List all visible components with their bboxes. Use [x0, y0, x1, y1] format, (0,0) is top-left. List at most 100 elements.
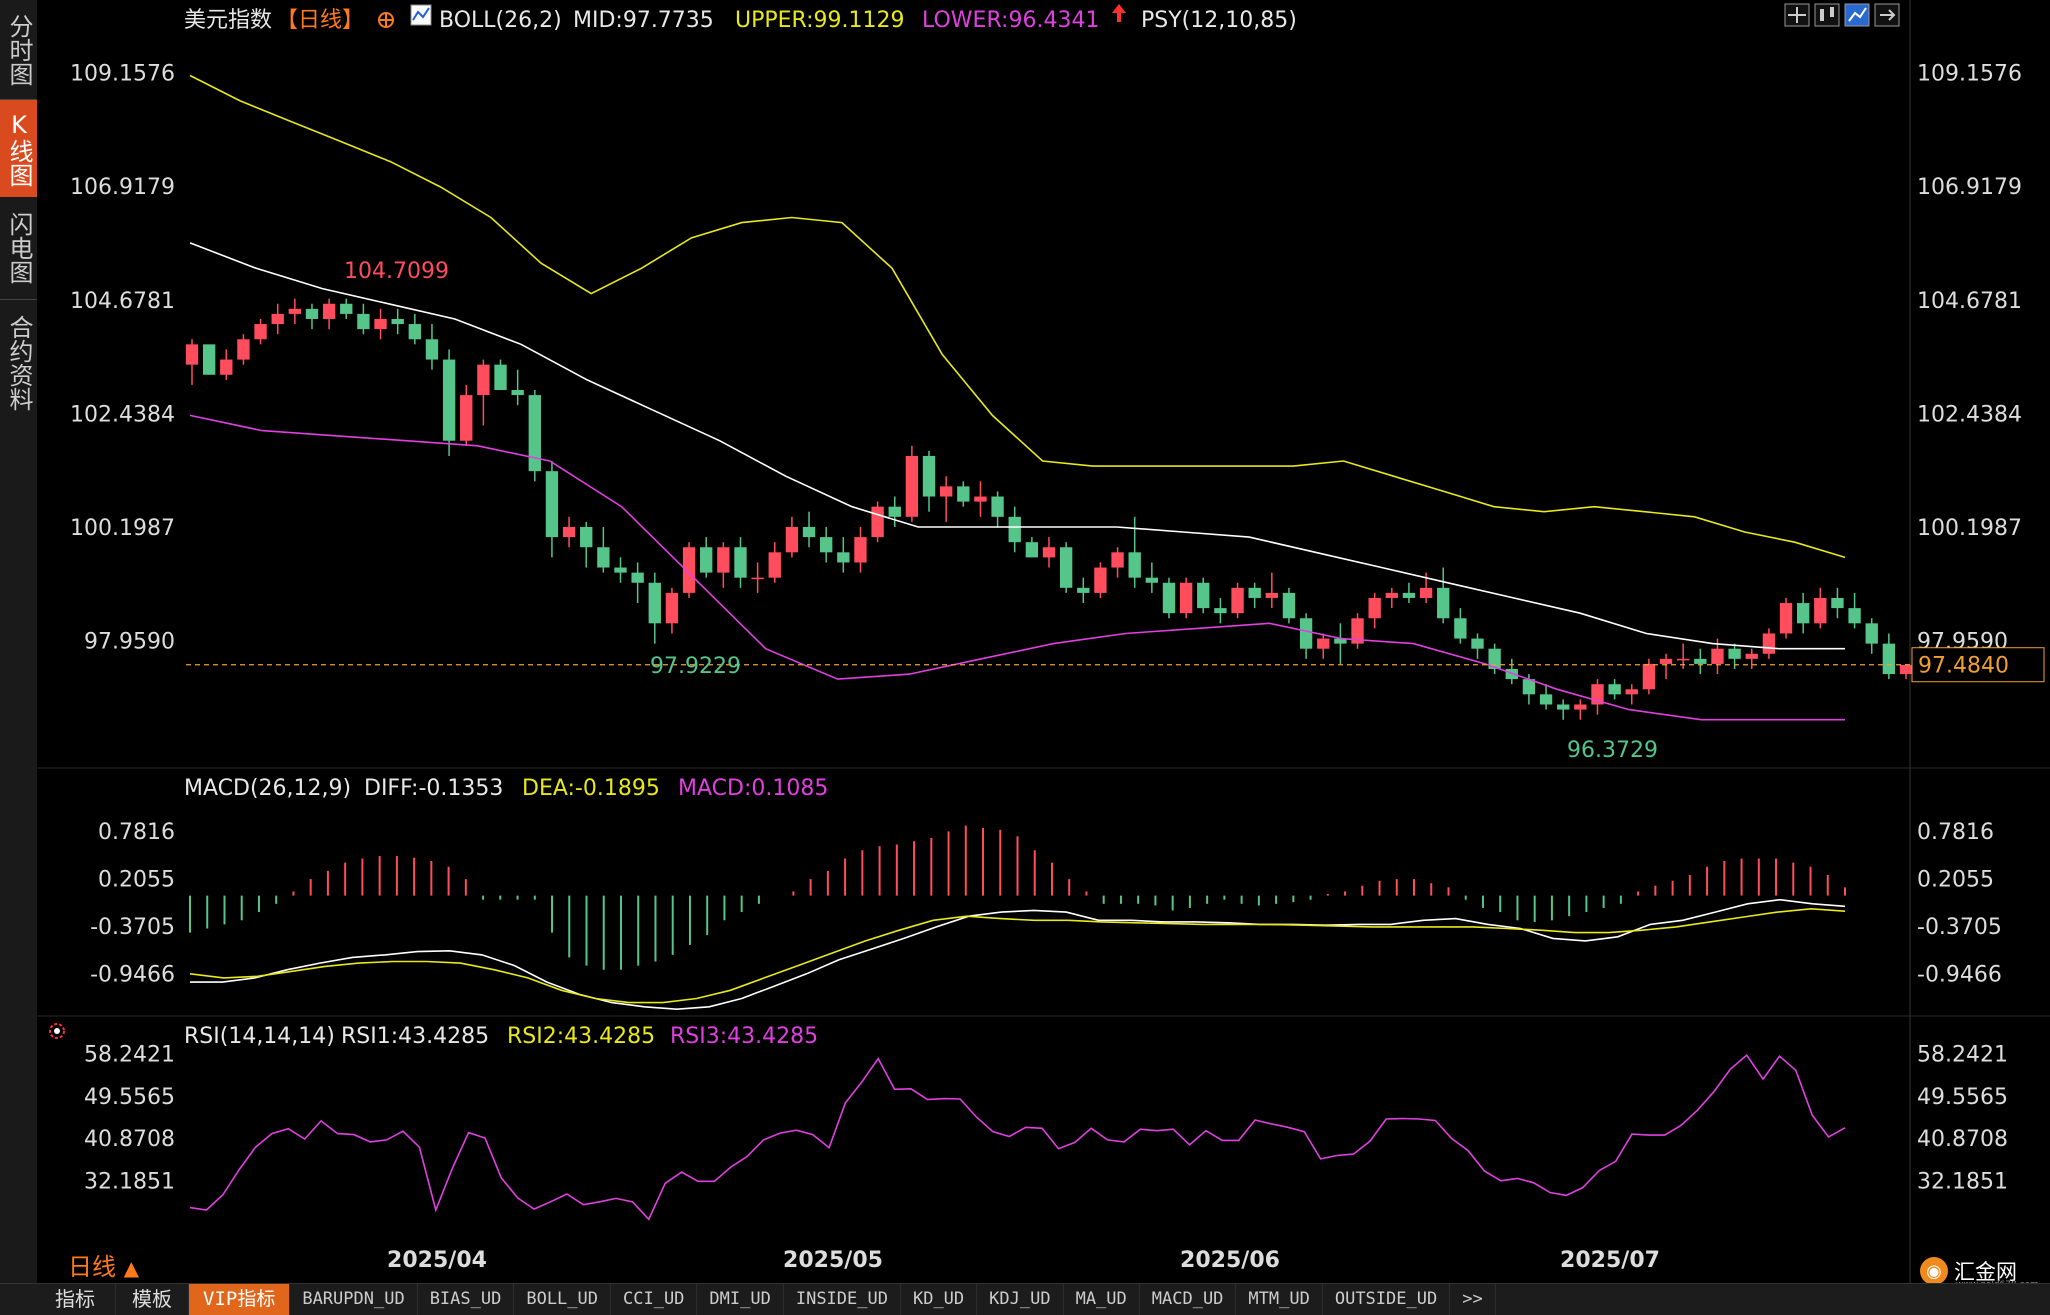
candle-body[interactable] — [1779, 603, 1793, 634]
candle-body[interactable] — [1659, 658, 1673, 664]
candle-body[interactable] — [580, 526, 593, 548]
candle-body[interactable] — [1179, 582, 1193, 614]
indicator-tab-outside[interactable]: OUTSIDE_UD — [1323, 1284, 1451, 1315]
rsi-panel[interactable] — [189, 1054, 1846, 1221]
candle-body[interactable] — [1471, 638, 1484, 649]
candle-body[interactable] — [185, 344, 199, 365]
candle-body[interactable] — [1299, 618, 1313, 649]
candle-body[interactable] — [271, 313, 284, 325]
indicator-tab-macd[interactable]: MACD_UD — [1140, 1284, 1237, 1315]
candle-body[interactable] — [442, 359, 456, 441]
candle-body[interactable] — [597, 547, 610, 568]
candle-body[interactable] — [237, 339, 250, 360]
indicator-tab-cci[interactable]: CCI_UD — [611, 1284, 698, 1315]
candle-body[interactable] — [460, 395, 473, 441]
more-tabs-button[interactable]: >> — [1450, 1284, 1496, 1315]
candle-body[interactable] — [1385, 592, 1398, 598]
tab-lightning[interactable]: 闪电图 — [5, 211, 33, 284]
candle-body[interactable] — [528, 395, 541, 472]
candle-body[interactable] — [1488, 648, 1501, 669]
candle-body[interactable] — [700, 547, 713, 573]
candle-body[interactable] — [1145, 577, 1159, 583]
candle-body[interactable] — [1711, 648, 1724, 664]
candle-body[interactable] — [820, 537, 833, 553]
candle-body[interactable] — [1454, 618, 1467, 639]
candle-body[interactable] — [1317, 638, 1330, 649]
candle-body[interactable] — [288, 308, 302, 314]
candle-body[interactable] — [1351, 618, 1364, 644]
candle-body[interactable] — [854, 537, 867, 563]
candle-body[interactable] — [1677, 658, 1690, 661]
candle-body[interactable] — [322, 303, 336, 319]
candle-body[interactable] — [1248, 587, 1261, 598]
indicator-tab-kd[interactable]: KD_UD — [901, 1284, 978, 1315]
candle-body[interactable] — [340, 303, 353, 314]
tab-timeshare[interactable]: 分时图 — [5, 13, 33, 86]
candle-body[interactable] — [1008, 516, 1021, 543]
grid-icon[interactable] — [1784, 3, 1810, 27]
tab-contract-info[interactable]: 合约资料 — [5, 315, 33, 411]
exit-icon[interactable] — [1874, 3, 1900, 27]
candle-body[interactable] — [1574, 704, 1587, 710]
candle-body[interactable] — [1865, 623, 1878, 644]
candle-body[interactable] — [1282, 592, 1296, 619]
candle-body[interactable] — [1162, 582, 1176, 614]
candlestick-icon[interactable] — [1814, 3, 1840, 27]
candle-body[interactable] — [1214, 608, 1227, 614]
candle-body[interactable] — [922, 455, 936, 497]
candle-body[interactable] — [751, 577, 764, 580]
chart-icon[interactable] — [410, 4, 432, 26]
indicator-tab-inside[interactable]: INSIDE_UD — [784, 1284, 901, 1315]
candle-body[interactable] — [1608, 684, 1621, 695]
candle-body[interactable] — [802, 526, 816, 538]
candle-body[interactable] — [905, 455, 919, 517]
candle-body[interactable] — [202, 344, 216, 375]
candle-body[interactable] — [1539, 694, 1553, 705]
candle-body[interactable] — [1522, 679, 1536, 695]
candle-body[interactable] — [408, 324, 421, 340]
candle-body[interactable] — [1265, 592, 1278, 598]
candle-body[interactable] — [1094, 567, 1107, 593]
candle-body[interactable] — [614, 567, 627, 573]
candle-body[interactable] — [1402, 592, 1416, 598]
candle-body[interactable] — [939, 486, 953, 497]
line-chart-icon[interactable] — [1844, 3, 1870, 27]
candle-body[interactable] — [648, 582, 661, 624]
period-selector[interactable]: 日线 ▲ — [68, 1247, 139, 1282]
candle-body[interactable] — [631, 572, 644, 583]
indicator-tab-bias[interactable]: BIAS_UD — [418, 1284, 515, 1315]
candle-body[interactable] — [1694, 658, 1707, 664]
candle-body[interactable] — [871, 506, 884, 538]
candle-body[interactable] — [1625, 689, 1638, 695]
candle-body[interactable] — [1814, 597, 1827, 624]
candle-body[interactable] — [511, 390, 524, 396]
candle-body[interactable] — [425, 339, 439, 360]
candle-body[interactable] — [1368, 597, 1381, 619]
candle-body[interactable] — [768, 552, 781, 578]
macd-panel[interactable] — [189, 825, 1846, 1011]
candle-body[interactable] — [957, 486, 970, 502]
candle-body[interactable] — [1642, 663, 1656, 690]
candle-body[interactable] — [1419, 587, 1433, 598]
candle-body[interactable] — [494, 364, 507, 390]
candle-body[interactable] — [477, 364, 490, 396]
candle-body[interactable] — [1848, 608, 1861, 624]
indicator-tab-dmi[interactable]: DMI_UD — [697, 1284, 784, 1315]
candle-body[interactable] — [717, 547, 730, 573]
candle-body[interactable] — [357, 313, 370, 330]
candle-body[interactable] — [734, 547, 747, 578]
candle-body[interactable] — [1128, 552, 1141, 578]
template-button[interactable]: 模板 — [116, 1284, 189, 1315]
candle-body[interactable] — [1197, 582, 1210, 609]
indicator-tab-barupdn[interactable]: BARUPDN_UD — [290, 1284, 418, 1315]
indicator-tab-mtm[interactable]: MTM_UD — [1236, 1284, 1323, 1315]
candle-body[interactable] — [545, 471, 559, 538]
tab-kline[interactable]: K线图 — [0, 100, 37, 197]
candle-body[interactable] — [1882, 643, 1896, 675]
candle-body[interactable] — [305, 308, 319, 319]
candle-body[interactable] — [837, 552, 850, 563]
vip-indicator-button[interactable]: VIP指标 — [189, 1284, 291, 1315]
plus-circle-icon[interactable] — [378, 12, 394, 28]
candle-body[interactable] — [1437, 587, 1450, 619]
